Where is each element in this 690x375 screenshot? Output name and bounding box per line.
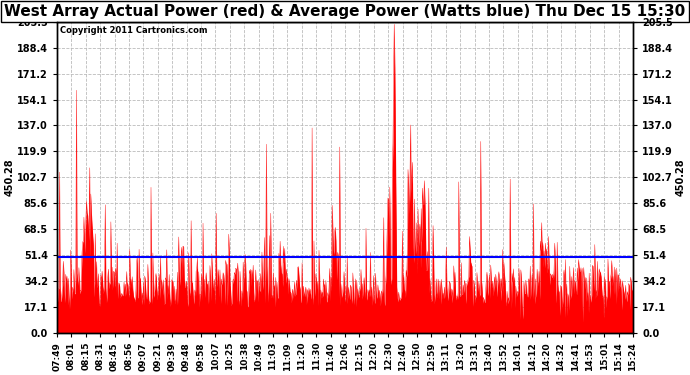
Y-axis label: 450.28: 450.28 [676,159,686,196]
Title: West Array Actual Power (red) & Average Power (Watts blue) Thu Dec 15 15:30: West Array Actual Power (red) & Average … [4,4,686,19]
Y-axis label: 450.28: 450.28 [4,159,14,196]
Text: Copyright 2011 Cartronics.com: Copyright 2011 Cartronics.com [60,26,208,35]
